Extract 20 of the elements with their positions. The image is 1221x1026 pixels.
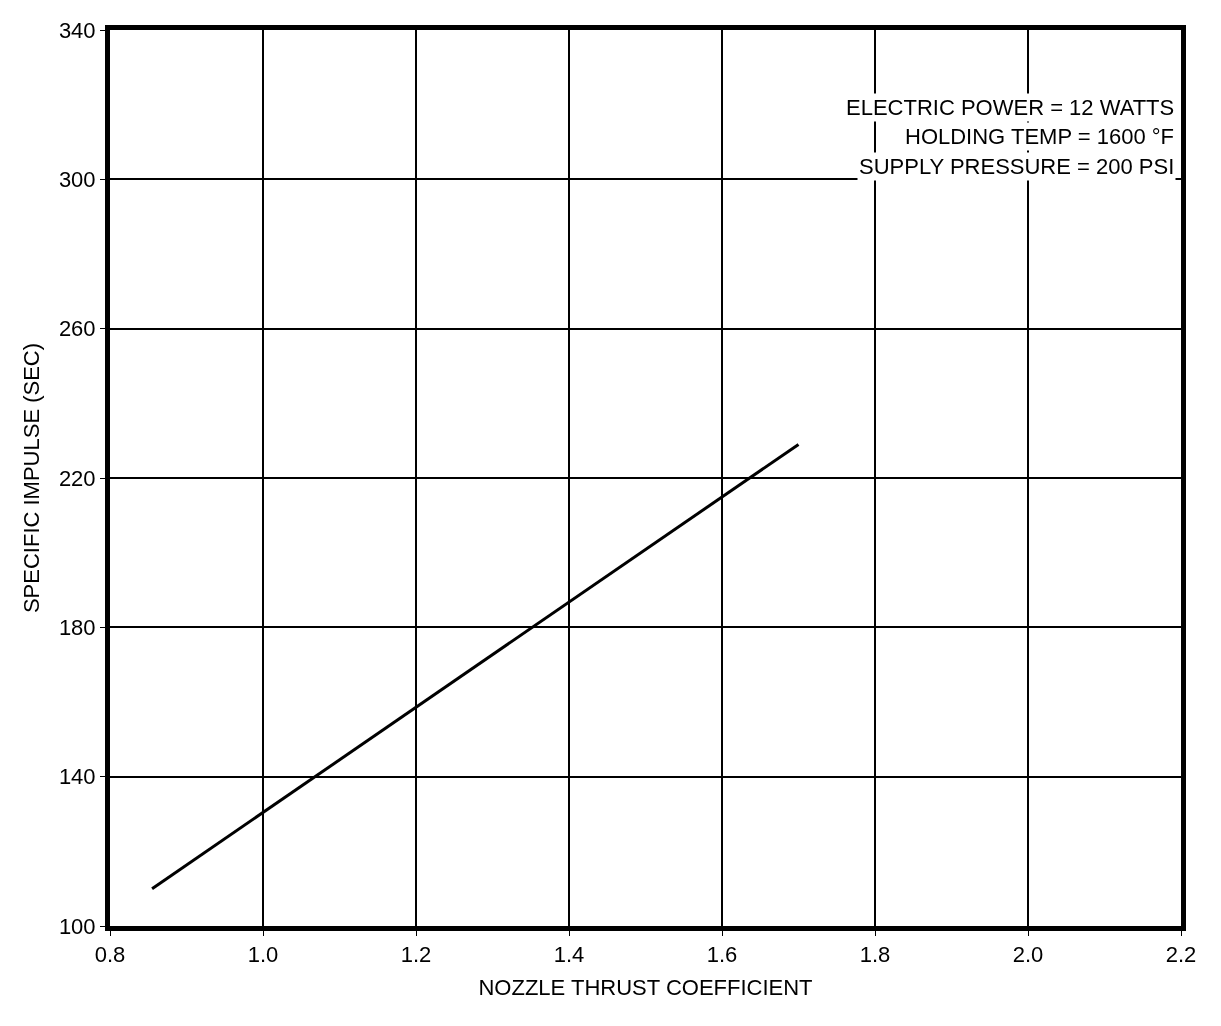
y-tick-label: 260 [58,316,96,342]
y-tick-label: 340 [58,17,96,43]
x-tick-label: 1.8 [859,942,891,968]
annotation: ELECTRIC POWER = 12 WATTS [846,95,1175,120]
x-tick-label: 1.2 [400,942,432,968]
y-axis-title: SPECIFIC IMPULSE (SEC) [18,342,44,614]
x-tick-label: 1.0 [247,942,279,968]
y-tick-label: 180 [58,615,96,641]
y-tick-label: 220 [58,465,96,491]
annotation: SUPPLY PRESSURE = 200 PSI [859,154,1175,179]
y-tick-label: 300 [58,167,96,193]
x-tick-label: 2.2 [1165,942,1197,968]
x-tick-label: 2.0 [1012,942,1044,968]
x-axis-title: NOZZLE THRUST COEFFICIENT [478,975,813,1001]
annotation: HOLDING TEMP = 1600 °F [905,124,1175,149]
y-tick-label: 100 [58,913,96,939]
x-tick-label: 1.6 [706,942,738,968]
x-tick-label: 0.8 [94,942,126,968]
y-tick-label: 140 [58,764,96,790]
x-tick-label: 1.4 [553,942,585,968]
